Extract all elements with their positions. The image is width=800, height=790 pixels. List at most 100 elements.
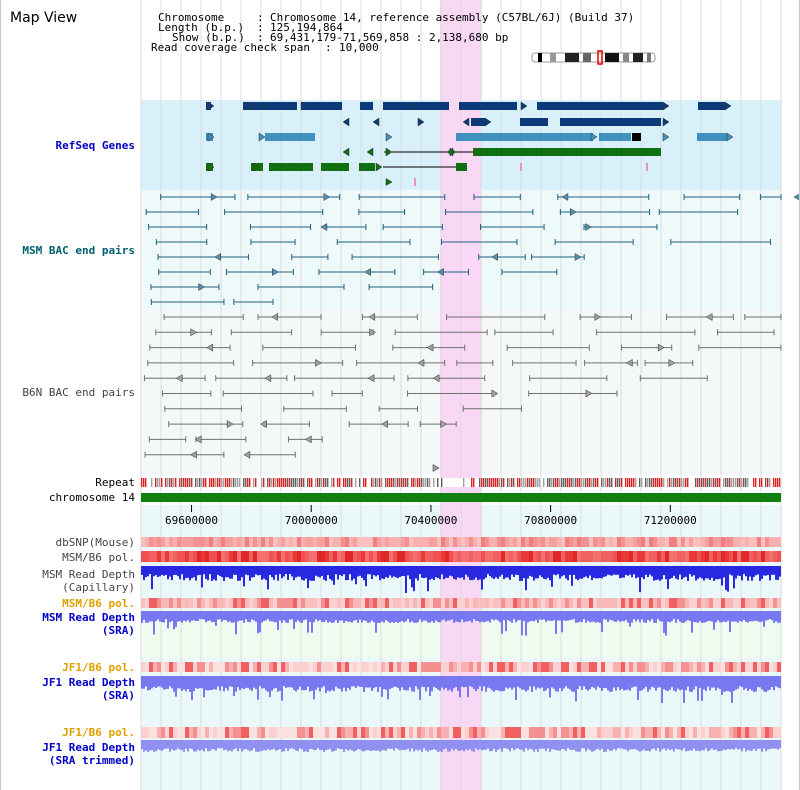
depth-bar [729, 611, 731, 633]
density-cell [317, 662, 321, 672]
depth-bar [589, 566, 591, 576]
density-cell [505, 598, 509, 608]
repeat-element [725, 478, 727, 487]
depth-bar [351, 676, 353, 687]
density-cell [317, 551, 321, 562]
depth-bar [245, 740, 247, 749]
depth-bar [183, 566, 185, 581]
depth-bar [233, 740, 235, 750]
repeat-element [271, 478, 273, 487]
depth-bar [495, 566, 497, 578]
density-cell [209, 598, 213, 608]
repeat-element [663, 478, 665, 487]
depth-bar [565, 566, 567, 579]
density-cell [217, 551, 221, 562]
depth-bar [515, 566, 517, 575]
track-label-msm-pol[interactable]: MSM/B6 pol. [62, 551, 135, 564]
track-label-b6n-bac[interactable]: B6N BAC end pairs [22, 386, 135, 399]
depth-bar [655, 676, 657, 691]
density-cell [173, 537, 177, 547]
depth-bar [467, 611, 469, 622]
track-label-msm-depth-sra[interactable]: MSM Read Depth (SRA) [1, 611, 135, 637]
depth-bar [161, 676, 163, 688]
density-cell [189, 537, 193, 547]
track-label-repeat[interactable]: Repeat [95, 476, 135, 489]
depth-bar [703, 566, 705, 581]
track-label-jf1-depth-trimmed[interactable]: JF1 Read Depth (SRA trimmed) [1, 741, 135, 767]
density-cell [613, 662, 617, 672]
depth-bar [661, 566, 663, 580]
track-label-jf1-depth-sra[interactable]: JF1 Read Depth (SRA) [1, 676, 135, 702]
density-cell [553, 551, 557, 562]
repeat-element [223, 478, 225, 487]
repeat-element [517, 478, 519, 487]
depth-bar [147, 611, 149, 623]
density-cell [357, 662, 361, 672]
depth-bar [617, 676, 619, 688]
density-cell [621, 662, 625, 672]
density-cell [333, 551, 337, 562]
track-label-refseq[interactable]: RefSeq Genes [55, 139, 135, 152]
depth-bar [381, 566, 383, 579]
repeat-element [253, 478, 255, 487]
density-cell [685, 537, 689, 547]
depth-bar [267, 740, 269, 750]
depth-bar [327, 676, 329, 691]
track-label-msm-bac[interactable]: MSM BAC end pairs [22, 244, 135, 257]
depth-bar [597, 611, 599, 623]
density-cell [717, 537, 721, 547]
depth-bar [701, 676, 703, 701]
density-cell [741, 727, 745, 738]
depth-bar [577, 611, 579, 623]
density-cell [717, 727, 721, 738]
depth-bar [477, 740, 479, 751]
repeat-element [569, 478, 571, 487]
info-colon: : [257, 21, 264, 34]
density-cell [585, 662, 589, 672]
track-label-msm-pol-2[interactable]: MSM/B6 pol. [62, 597, 135, 610]
depth-bar [641, 740, 643, 751]
track-label-jf1-pol-2[interactable]: JF1/B6 pol. [62, 726, 135, 739]
depth-bar [707, 676, 709, 687]
depth-bar [661, 611, 663, 622]
depth-bar [341, 566, 343, 577]
depth-bar [277, 566, 279, 581]
repeat-element [521, 478, 523, 487]
depth-bar [509, 740, 511, 752]
depth-bar [659, 611, 661, 622]
depth-bar [681, 566, 683, 580]
depth-bar [285, 566, 287, 575]
depth-bar [397, 566, 399, 579]
density-cell [445, 662, 449, 672]
repeat-element [745, 478, 747, 487]
depth-bar [699, 566, 701, 578]
density-cell [593, 598, 597, 608]
depth-bar [461, 566, 463, 578]
depth-bar [545, 566, 547, 580]
depth-bar [247, 740, 249, 751]
depth-bar [661, 676, 663, 704]
density-cell [145, 551, 149, 562]
density-cell [269, 727, 273, 738]
density-cell [513, 662, 517, 672]
track-label-jf1-pol[interactable]: JF1/B6 pol. [62, 661, 135, 674]
depth-bar [151, 611, 153, 622]
depth-bar [579, 566, 581, 579]
depth-bar [195, 566, 197, 581]
depth-bar [617, 566, 619, 575]
track-label-dbsnp[interactable]: dbSNP(Mouse) [55, 536, 135, 549]
density-cell [693, 662, 697, 672]
density-cell [233, 551, 237, 562]
gene-strand-arrow [662, 101, 670, 111]
depth-bar [297, 566, 299, 577]
depth-bar [629, 566, 631, 575]
density-cell [289, 727, 293, 738]
density-cell [725, 727, 729, 738]
track-label-msm-depth-capillary[interactable]: MSM Read Depth (Capillary) [1, 568, 135, 594]
depth-bar [683, 740, 685, 749]
repeat-element [145, 478, 147, 487]
density-cell [457, 537, 461, 547]
track-label-chromosome[interactable]: chromosome 14 [48, 491, 135, 504]
depth-bar [685, 740, 687, 752]
